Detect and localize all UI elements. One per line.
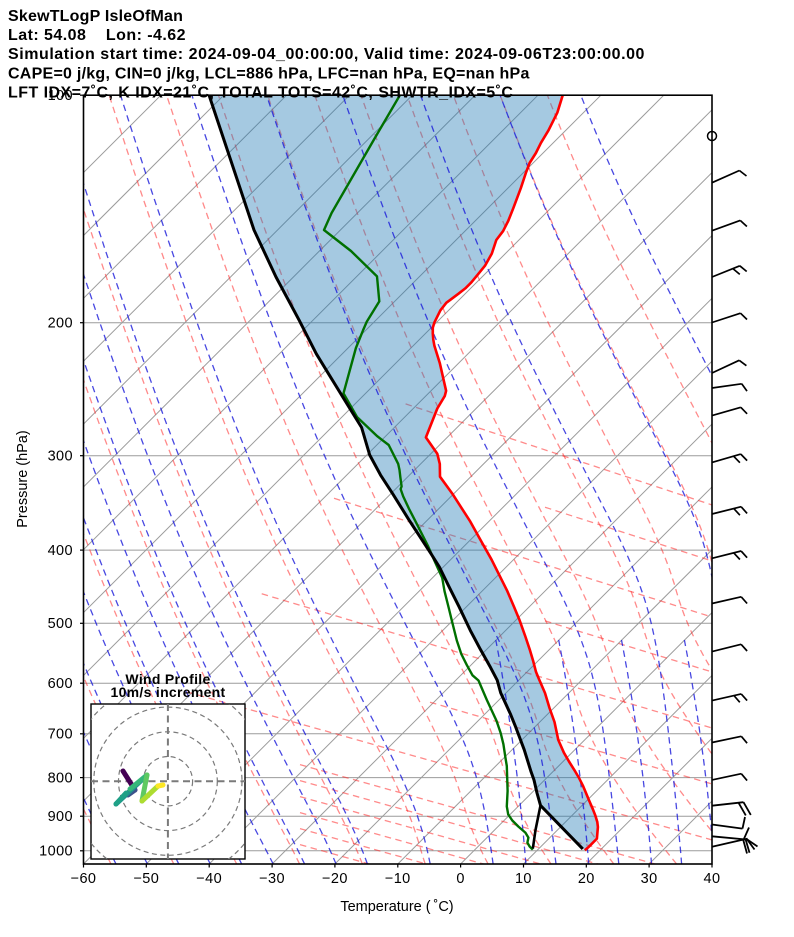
svg-text:SkewTLogP IsleOfMan: SkewTLogP IsleOfMan	[8, 8, 183, 25]
svg-text:Wind Profile: Wind Profile	[125, 671, 210, 687]
svg-text:700: 700	[48, 727, 73, 743]
svg-text:−50: −50	[133, 871, 159, 887]
svg-text:10: 10	[515, 871, 532, 887]
svg-text:CAPE=0 j/kg, CIN=0 j/kg, LCL=8: CAPE=0 j/kg, CIN=0 j/kg, LCL=886 hPa, LF…	[8, 65, 530, 82]
svg-text:200: 200	[48, 315, 73, 331]
svg-text:−30: −30	[259, 871, 285, 887]
svg-text:Temperature ( ˚C): Temperature ( ˚C)	[340, 899, 453, 915]
svg-text:−10: −10	[385, 871, 411, 887]
svg-text:600: 600	[48, 676, 73, 692]
svg-text:100: 100	[48, 88, 73, 104]
svg-text:Simulation start time: 2024-09: Simulation start time: 2024-09-04_00:00:…	[8, 46, 645, 63]
svg-text:300: 300	[48, 449, 73, 465]
svg-text:Lat: 54.08 Lon: -4.62: Lat: 54.08 Lon: -4.62	[8, 27, 186, 44]
svg-text:−60: −60	[71, 871, 97, 887]
svg-text:−20: −20	[322, 871, 348, 887]
svg-text:40: 40	[704, 871, 721, 887]
svg-text:20: 20	[578, 871, 595, 887]
svg-text:400: 400	[48, 543, 73, 559]
svg-text:LFT IDX=7˚C, K IDX=21˚C, TOTAL: LFT IDX=7˚C, K IDX=21˚C, TOTAL TOTS=42˚C…	[8, 85, 513, 102]
svg-text:500: 500	[48, 616, 73, 632]
svg-text:1000: 1000	[39, 844, 73, 860]
svg-text:Pressure (hPa): Pressure (hPa)	[15, 430, 31, 528]
svg-text:800: 800	[48, 770, 73, 786]
svg-text:900: 900	[48, 809, 73, 825]
svg-text:10m/s increment: 10m/s increment	[111, 684, 226, 700]
svg-text:−40: −40	[196, 871, 222, 887]
svg-text:30: 30	[641, 871, 658, 887]
svg-text:0: 0	[456, 871, 464, 887]
